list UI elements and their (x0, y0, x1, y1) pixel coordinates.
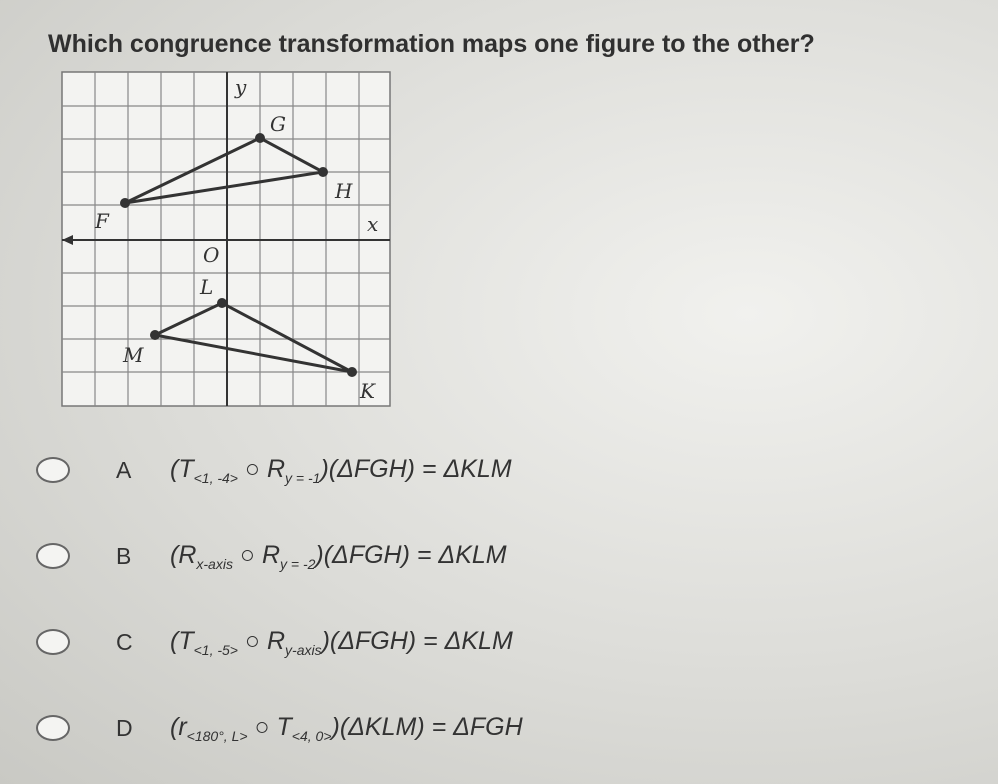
answer-option[interactable]: B (Rx-axis ○ Ry = -2)(ΔFGH) = ΔKLM (36, 536, 507, 576)
subscript: x-axis (196, 555, 233, 572)
point-label: M (122, 343, 144, 367)
option-expression: (Rx-axis ○ Ry = -2)(ΔFGH) = ΔKLM (170, 541, 507, 572)
option-letter: A (116, 456, 132, 483)
axis-label: x (367, 212, 378, 236)
radio-button[interactable] (36, 543, 70, 569)
answer-option[interactable]: D (r<180°, L> ○ T<4, 0>)(ΔKLM) = ΔFGH (36, 708, 523, 748)
radio-button[interactable] (36, 457, 70, 483)
subscript: y = -1 (285, 469, 321, 486)
expression-text: (T (170, 454, 194, 483)
subscript: y = -2 (280, 555, 316, 572)
expression-text: )(ΔKLM) = ΔFGH (331, 712, 523, 741)
point-label: K (359, 379, 376, 403)
option-expression: (T<1, -5> ○ Ry-axis)(ΔFGH) = ΔKLM (170, 627, 513, 658)
expression-text: (r (170, 712, 187, 741)
radio-button[interactable] (36, 629, 70, 655)
expression-text: ○ T (247, 712, 292, 741)
option-expression: (T<1, -4> ○ Ry = -1)(ΔFGH) = ΔKLM (170, 455, 512, 486)
expression-text: )(ΔFGH) = ΔKLM (321, 626, 513, 655)
subscript: <1, -5> (193, 641, 238, 658)
option-letter: B (116, 542, 132, 569)
expression-text: ○ R (237, 454, 286, 483)
point-label: H (334, 179, 353, 203)
subscript: <4, 0> (291, 727, 332, 744)
answer-option[interactable]: C (T<1, -5> ○ Ry-axis)(ΔFGH) = ΔKLM (36, 622, 513, 662)
point-label: F (94, 209, 110, 233)
option-expression: (r<180°, L> ○ T<4, 0>)(ΔKLM) = ΔFGH (170, 713, 523, 744)
point-label: L (199, 275, 213, 299)
origin-label: O (203, 243, 219, 267)
answer-option[interactable]: A (T<1, -4> ○ Ry = -1)(ΔFGH) = ΔKLM (36, 450, 512, 490)
question: Which congruence transformation maps one… (48, 30, 815, 58)
option-letter: D (116, 714, 133, 741)
expression-text: ○ R (232, 540, 280, 569)
subscript: <180°, L> (186, 727, 248, 744)
expression-text: (T (170, 626, 194, 655)
subscript: y-axis (285, 641, 322, 658)
option-letter: C (116, 628, 133, 655)
radio-button[interactable] (36, 715, 70, 741)
expression-text: (R (170, 540, 197, 569)
point-label: G (270, 112, 286, 136)
subscript: <1, -4> (193, 469, 238, 486)
expression-text: )(ΔFGH) = ΔKLM (315, 540, 507, 569)
axis-label: y (234, 75, 247, 99)
coordinate-graph: y x O G H F L M K (61, 71, 391, 407)
expression-text: ○ R (237, 626, 286, 655)
expression-text: )(ΔFGH) = ΔKLM (320, 454, 512, 483)
